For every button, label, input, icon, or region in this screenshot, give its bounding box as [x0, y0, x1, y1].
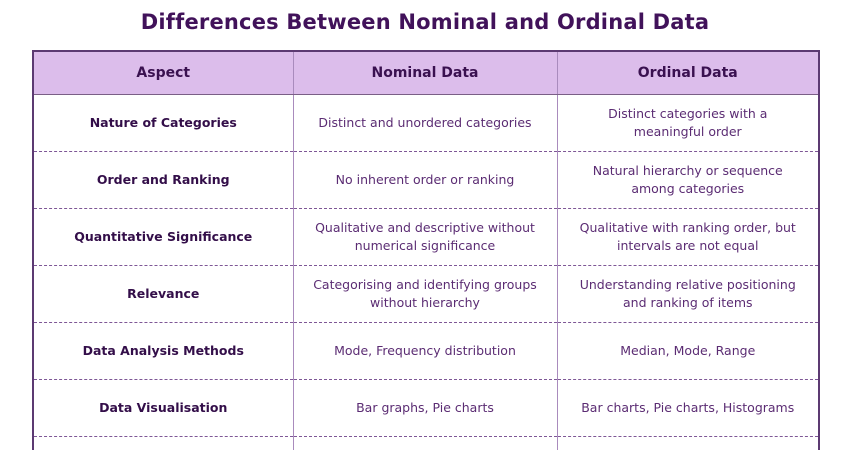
table-row: Relevance Categorising and identifying g…	[33, 265, 819, 323]
nominal-cell: No inherent order or ranking	[292, 151, 557, 209]
aspect-cell: Quantitative Significance	[33, 208, 293, 266]
column-header-ordinal: Ordinal Data	[556, 51, 819, 95]
column-header-aspect: Aspect	[33, 51, 293, 95]
aspect-cell: Order and Ranking	[33, 151, 293, 209]
table-row: Quantitative Significance Qualitative an…	[33, 208, 819, 266]
ordinal-cell: Bar charts, Pie charts, Histograms	[556, 379, 819, 437]
nominal-cell: Bar graphs, Pie charts	[292, 379, 557, 437]
table-row: Data Visualisation Bar graphs, Pie chart…	[33, 379, 819, 437]
ordinal-cell: Qualitative with ranking order, but inte…	[556, 208, 819, 266]
nominal-cell: Categorising and identifying groups with…	[292, 265, 557, 323]
ordinal-cell: Understanding relative positioning and r…	[556, 265, 819, 323]
comparison-table: Aspect Nominal Data Ordinal Data Nature …	[32, 50, 820, 450]
aspect-cell: Nature of Categories	[89, 114, 237, 130]
aspect-cell: Data Visualisation	[33, 379, 293, 437]
table-header-row: Aspect Nominal Data Ordinal Data	[33, 51, 819, 95]
ordinal-cell: Distinct categories with a meaningful or…	[556, 94, 819, 152]
aspect-cell: Statistical Tests	[33, 436, 293, 450]
aspect-cell: Relevance	[33, 265, 293, 323]
table-row: Nature of Categories Distinct and unorde…	[33, 94, 819, 152]
nominal-cell: Distinct and unordered categories	[292, 94, 557, 152]
aspect-cell: Data Analysis Methods	[33, 322, 293, 380]
nominal-cell: Chi-square test	[292, 436, 557, 450]
nominal-cell: Qualitative and descriptive without nume…	[292, 208, 557, 266]
ordinal-cell: Median, Mode, Range	[556, 322, 819, 380]
page-title: Differences Between Nominal and Ordinal …	[140, 10, 710, 34]
table-row: Data Analysis Methods Mode, Frequency di…	[33, 322, 819, 380]
nominal-cell: Mode, Frequency distribution	[292, 322, 557, 380]
table-row: Statistical Tests Chi-square test Non-pa…	[33, 436, 819, 450]
ordinal-cell: Non-parametric tests (Mann-Whitney U, Kr…	[556, 436, 819, 450]
ordinal-cell: Natural hierarchy or sequence among cate…	[556, 151, 819, 209]
column-header-nominal: Nominal Data	[292, 51, 557, 95]
table-row: Order and Ranking No inherent order or r…	[33, 151, 819, 209]
